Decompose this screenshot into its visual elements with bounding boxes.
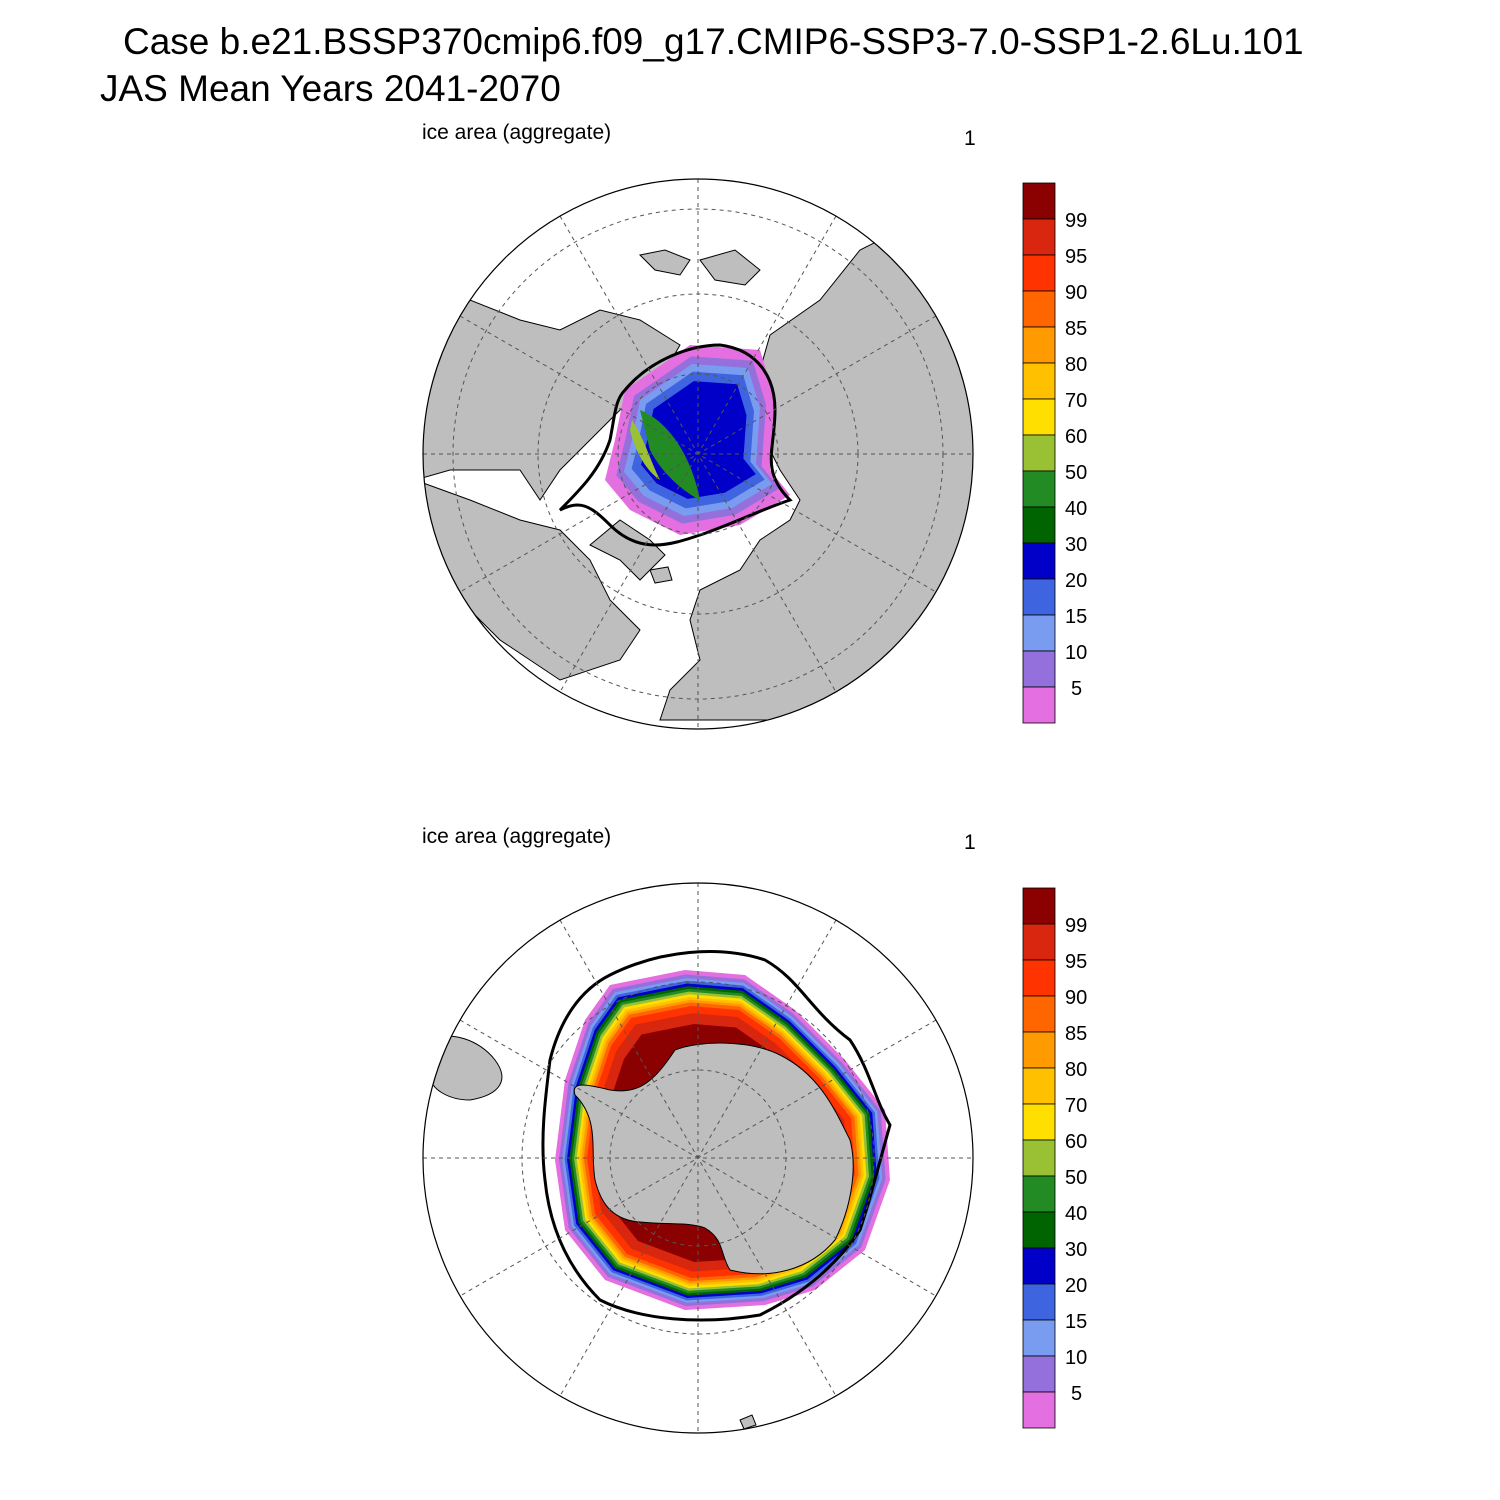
colorbar-label: 15 <box>1065 1311 1087 1333</box>
colorbar-label: 80 <box>1065 354 1087 376</box>
colorbar-swatch <box>1022 1139 1056 1177</box>
arctic-ice-band <box>630 420 660 480</box>
colorbar-swatch <box>1022 218 1056 256</box>
south-panel-variable-label: ice area (aggregate) <box>422 825 612 848</box>
colorbar-label: 40 <box>1065 498 1087 520</box>
colorbar-swatch <box>1022 959 1056 997</box>
colorbar-swatch <box>1022 1391 1056 1429</box>
colorbar-swatch <box>1022 398 1056 436</box>
colorbar-label: 5 <box>1071 1383 1082 1405</box>
colorbar-swatch <box>1022 1211 1056 1249</box>
colorbar-swatch <box>1022 1175 1056 1213</box>
colorbar-label: 20 <box>1065 1275 1087 1297</box>
colorbar-label: 70 <box>1065 390 1087 412</box>
colorbar-label: 95 <box>1065 951 1087 973</box>
colorbar-label: 30 <box>1065 1239 1087 1261</box>
arctic-ice-band <box>640 410 700 500</box>
colorbar-swatch <box>1022 650 1056 688</box>
arctic-graticule <box>423 179 973 729</box>
colorbar-swatch <box>1022 326 1056 364</box>
colorbar-label: 40 <box>1065 1203 1087 1225</box>
arctic-sea-ice-field <box>605 345 790 535</box>
colorbar-label: 90 <box>1065 282 1087 304</box>
colorbar-swatch <box>1022 1031 1056 1069</box>
colorbar-label: 90 <box>1065 987 1087 1009</box>
colorbar-swatch <box>1022 182 1056 220</box>
colorbar-label: 95 <box>1065 246 1087 268</box>
figure-title-line-1: Case b.e21.BSSP370cmip6.f09_g17.CMIP6-SS… <box>123 21 1304 62</box>
colorbar-swatch <box>1022 578 1056 616</box>
colorbar-swatch <box>1022 887 1056 925</box>
colorbar-swatch <box>1022 1355 1056 1393</box>
colorbar-swatch <box>1022 686 1056 724</box>
colorbar-label: 85 <box>1065 318 1087 340</box>
colorbar-south: 99 95 90 85 80 70 60 50 40 30 20 15 10 5 <box>1022 887 1087 1429</box>
colorbar-label: 50 <box>1065 462 1087 484</box>
colorbar-swatch <box>1022 362 1056 400</box>
colorbar-swatch <box>1022 254 1056 292</box>
north-panel-variable-label: ice area (aggregate) <box>422 121 612 144</box>
colorbar-swatch <box>1022 1103 1056 1141</box>
antarctic-map <box>422 882 974 1434</box>
colorbar-swatch <box>1022 542 1056 580</box>
colorbar-label: 10 <box>1065 642 1087 664</box>
colorbar-swatch <box>1022 1319 1056 1357</box>
colorbar-label: 30 <box>1065 534 1087 556</box>
colorbar-swatch <box>1022 1283 1056 1321</box>
antarctic-map-border <box>422 882 974 1434</box>
colorbar-label: 60 <box>1065 426 1087 448</box>
colorbar-swatch <box>1022 614 1056 652</box>
colorbar-label: 15 <box>1065 606 1087 628</box>
colorbar-label: 80 <box>1065 1059 1087 1081</box>
colorbar-swatch <box>1022 923 1056 961</box>
colorbar-swatch <box>1022 1247 1056 1285</box>
colorbar-swatch <box>1022 434 1056 472</box>
north-panel-units-label: 1 <box>964 127 976 150</box>
colorbar-swatch <box>1022 470 1056 508</box>
antarctic-ice-edge-contour <box>541 950 892 1322</box>
colorbar-label: 60 <box>1065 1131 1087 1153</box>
colorbar-swatch <box>1022 1067 1056 1105</box>
colorbar-swatch <box>1022 995 1056 1033</box>
figure-title-line-2: JAS Mean Years 2041-2070 <box>100 68 561 109</box>
colorbar-label: 5 <box>1071 678 1082 700</box>
colorbar-label: 99 <box>1065 210 1087 232</box>
antarctic-graticule <box>423 883 973 1433</box>
colorbar-label: 85 <box>1065 1023 1087 1045</box>
colorbar-label: 20 <box>1065 570 1087 592</box>
colorbar-label: 99 <box>1065 915 1087 937</box>
colorbar-swatch <box>1022 506 1056 544</box>
colorbar-label: 50 <box>1065 1167 1087 1189</box>
south-panel-units-label: 1 <box>964 831 976 854</box>
colorbar-swatch <box>1022 290 1056 328</box>
colorbar-label: 70 <box>1065 1095 1087 1117</box>
arctic-map-border <box>422 178 974 730</box>
colorbar-label: 10 <box>1065 1347 1087 1369</box>
arctic-ice-edge-contour <box>558 343 793 547</box>
colorbar-north: 99 95 90 85 80 70 60 50 40 30 20 15 10 5 <box>1022 182 1087 724</box>
arctic-map <box>422 178 974 730</box>
